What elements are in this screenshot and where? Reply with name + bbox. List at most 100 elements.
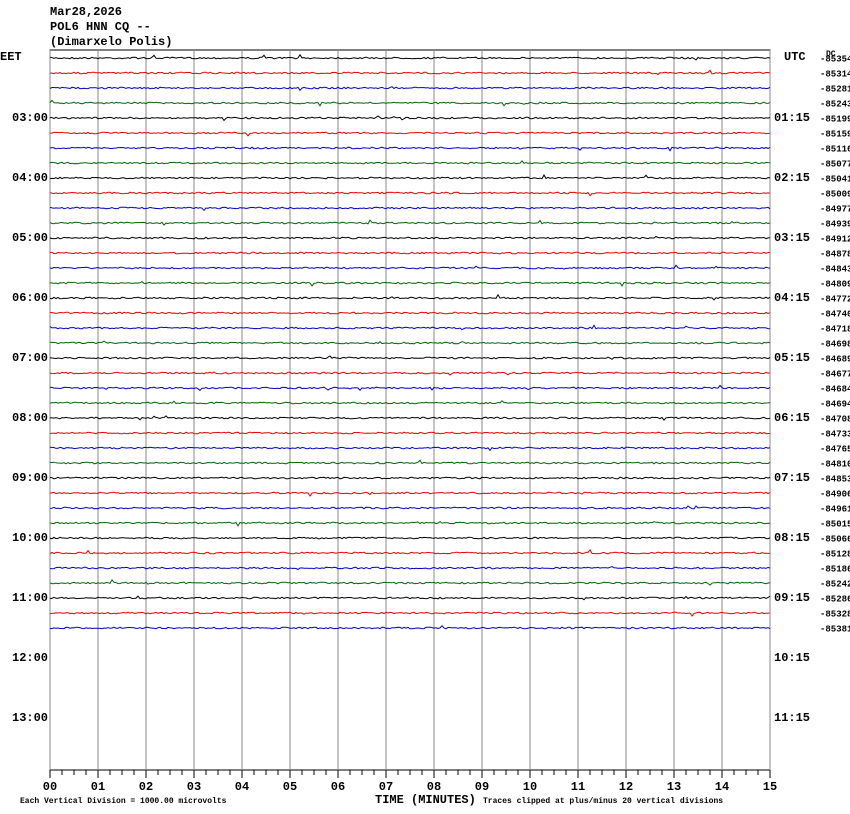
x-axis-title: TIME (MINUTES): [375, 793, 476, 807]
right-timezone: UTC: [784, 50, 806, 64]
dc-value: -85286: [820, 594, 850, 604]
trace: [49, 371, 771, 376]
right-hour-label: 10:15: [774, 651, 810, 665]
right-hour-label: 04:15: [774, 291, 810, 305]
left-hour-label: 08:00: [12, 411, 48, 425]
dc-value: -84698: [820, 339, 850, 349]
x-tick-label: 07: [379, 780, 393, 794]
right-hour-label: 09:15: [774, 591, 810, 605]
dc-value: -85354: [820, 54, 850, 64]
x-tick-label: 13: [667, 780, 681, 794]
left-hour-label: 03:00: [12, 111, 48, 125]
dc-value: -84853: [820, 474, 850, 484]
trace: [49, 53, 771, 61]
dc-value: -84689: [820, 354, 850, 364]
dc-value: -84878: [820, 249, 850, 259]
trace: [49, 384, 771, 392]
x-tick-label: 03: [187, 780, 201, 794]
dc-value: -84733: [820, 429, 850, 439]
left-timezone: EET: [0, 50, 22, 64]
x-tick-label: 00: [43, 780, 57, 794]
dc-value: -85314: [820, 69, 850, 79]
scale-note: Each Vertical Division = 1000.00 microvo…: [20, 797, 227, 806]
dc-value: -84961: [820, 504, 850, 514]
x-tick-label: 06: [331, 780, 345, 794]
right-hour-label: 11:15: [774, 711, 810, 725]
trace: [49, 579, 771, 586]
date: Mar28,2026: [50, 5, 122, 19]
dc-value: -85328: [820, 609, 850, 619]
dc-value: -84906: [820, 489, 850, 499]
dc-value: -84684: [820, 384, 850, 394]
dc-value: -84718: [820, 324, 850, 334]
right-hour-label: 01:15: [774, 111, 810, 125]
dc-value: -84772: [820, 294, 850, 304]
trace: [49, 86, 771, 92]
trace: [49, 520, 771, 527]
dc-value: -84708: [820, 414, 850, 424]
trace: [49, 549, 771, 555]
x-tick-label: 04: [235, 780, 249, 794]
trace: [49, 293, 771, 301]
trace: [49, 251, 771, 255]
left-hour-label: 10:00: [12, 531, 48, 545]
dc-value: -85116: [820, 144, 850, 154]
left-hour-label: 13:00: [12, 711, 48, 725]
dc-value: -85066: [820, 534, 850, 544]
dc-value: -84740: [820, 309, 850, 319]
dc-value: -85381: [820, 624, 850, 634]
x-tick-label: 01: [91, 780, 105, 794]
dc-value: -85009: [820, 189, 850, 199]
left-hour-label: 11:00: [12, 591, 48, 605]
dc-value: -84977: [820, 204, 850, 214]
dc-value: -84765: [820, 444, 850, 454]
trace: [49, 146, 771, 152]
right-hour-label: 03:15: [774, 231, 810, 245]
trace: [50, 624, 771, 630]
trace: [49, 206, 771, 212]
left-hour-label: 04:00: [12, 171, 48, 185]
left-hour-label: 05:00: [12, 231, 48, 245]
plot-frame: [49, 49, 771, 771]
x-tick-label: 09: [475, 780, 489, 794]
left-hour-label: 06:00: [12, 291, 48, 305]
trace: [49, 280, 771, 287]
dc-value: -85041: [820, 174, 850, 184]
dc-value: -85159: [820, 129, 850, 139]
trace: [49, 264, 771, 270]
right-hour-label: 05:15: [774, 351, 810, 365]
dc-value: -84694: [820, 399, 850, 409]
x-tick-label: 14: [715, 780, 729, 794]
trace: [49, 219, 771, 226]
x-tick-label: 10: [523, 780, 537, 794]
dc-value: -84912: [820, 234, 850, 244]
trace: [49, 400, 771, 405]
trace: [49, 191, 771, 197]
dc-value: -84810: [820, 459, 850, 469]
dc-value: -85015: [820, 519, 850, 529]
trace: [49, 459, 771, 465]
trace: [49, 476, 771, 480]
x-tick-label: 08: [427, 780, 441, 794]
right-hour-label: 02:15: [774, 171, 810, 185]
dc-value: -85186: [820, 564, 850, 574]
clip-note: Traces clipped at plus/minus 20 vertical…: [483, 797, 723, 806]
x-tick-label: 15: [763, 780, 777, 794]
left-hour-label: 09:00: [12, 471, 48, 485]
dc-value: -84677: [820, 369, 850, 379]
trace: [49, 611, 771, 617]
location: (Dimarxelo Polis): [50, 35, 172, 49]
right-hour-label: 07:15: [774, 471, 810, 485]
trace: [49, 340, 771, 345]
trace: [49, 99, 771, 107]
dc-value: -85128: [820, 549, 850, 559]
dc-value: -85243: [820, 99, 850, 109]
trace: [49, 355, 771, 360]
dc-value: -85242: [820, 579, 850, 589]
x-tick-label: 11: [571, 780, 585, 794]
dc-value: -85077: [820, 159, 850, 169]
dc-value: -84939: [820, 219, 850, 229]
right-hour-label: 06:15: [774, 411, 810, 425]
